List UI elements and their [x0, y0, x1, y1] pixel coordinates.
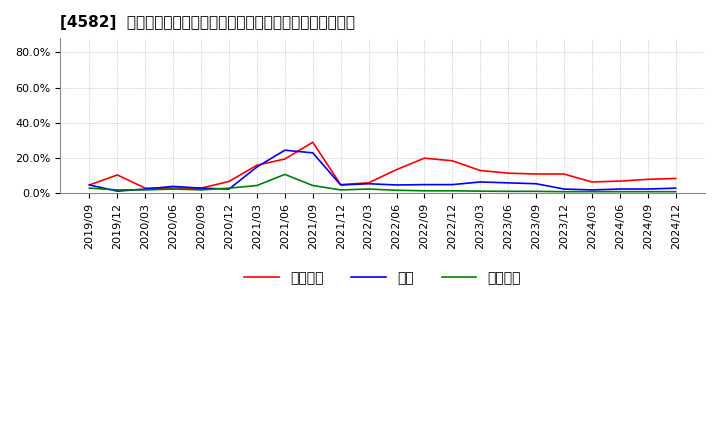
在庫 — [85, 182, 94, 187]
在庫 — [559, 187, 568, 192]
在庫 — [476, 180, 485, 185]
買入債務 — [281, 172, 289, 177]
買入債務 — [141, 187, 150, 193]
在庫 — [336, 182, 345, 187]
在庫 — [197, 186, 205, 191]
買入債務 — [588, 189, 596, 194]
在庫 — [169, 184, 178, 189]
在庫 — [588, 187, 596, 193]
売上債権 — [85, 182, 94, 187]
買入債務 — [113, 187, 122, 193]
Line: 買入債務: 買入債務 — [89, 174, 675, 192]
売上債権 — [281, 156, 289, 161]
在庫 — [225, 187, 233, 192]
在庫 — [141, 187, 150, 192]
在庫 — [364, 181, 373, 187]
Line: 在庫: 在庫 — [89, 150, 675, 191]
買入債務 — [308, 183, 317, 188]
在庫 — [253, 164, 261, 169]
在庫 — [308, 150, 317, 155]
売上債権 — [225, 179, 233, 184]
Legend: 売上債権, 在庫, 買入債務: 売上債権, 在庫, 買入債務 — [238, 266, 526, 291]
Text: [4582]  売上債権、在庫、買入債務の総資産に対する比率の推移: [4582] 売上債権、在庫、買入債務の総資産に対する比率の推移 — [60, 15, 355, 30]
在庫 — [281, 147, 289, 153]
在庫 — [504, 180, 513, 186]
売上債権 — [616, 179, 624, 184]
在庫 — [644, 187, 652, 192]
在庫 — [448, 182, 456, 187]
売上債権 — [253, 162, 261, 168]
売上債権 — [559, 172, 568, 177]
売上債権 — [644, 177, 652, 182]
売上債権 — [532, 172, 541, 177]
買入債務 — [169, 187, 178, 192]
売上債権 — [671, 176, 680, 181]
買入債務 — [476, 188, 485, 194]
買入債務 — [336, 187, 345, 193]
買入債務 — [364, 187, 373, 192]
売上債権 — [336, 182, 345, 187]
売上債権 — [364, 180, 373, 186]
買入債務 — [253, 183, 261, 188]
買入債務 — [644, 189, 652, 194]
売上債権 — [169, 186, 178, 191]
Line: 売上債権: 売上債権 — [89, 142, 675, 188]
買入債務 — [559, 189, 568, 194]
在庫 — [420, 182, 428, 187]
在庫 — [671, 186, 680, 191]
買入債務 — [532, 189, 541, 194]
売上債権 — [197, 186, 205, 191]
買入債務 — [225, 186, 233, 191]
在庫 — [532, 181, 541, 187]
売上債権 — [476, 168, 485, 173]
在庫 — [616, 187, 624, 192]
売上債権 — [308, 139, 317, 145]
買入債務 — [616, 189, 624, 194]
売上債権 — [420, 155, 428, 161]
売上債権 — [588, 180, 596, 185]
売上債権 — [392, 167, 401, 172]
買入債務 — [197, 187, 205, 193]
売上債権 — [141, 186, 150, 191]
売上債権 — [504, 171, 513, 176]
買入債務 — [448, 188, 456, 194]
買入債務 — [504, 189, 513, 194]
買入債務 — [392, 187, 401, 193]
売上債権 — [113, 172, 122, 178]
買入債務 — [85, 186, 94, 191]
買入債務 — [420, 188, 428, 194]
在庫 — [113, 188, 122, 194]
買入債務 — [671, 189, 680, 194]
売上債権 — [448, 158, 456, 163]
在庫 — [392, 182, 401, 187]
